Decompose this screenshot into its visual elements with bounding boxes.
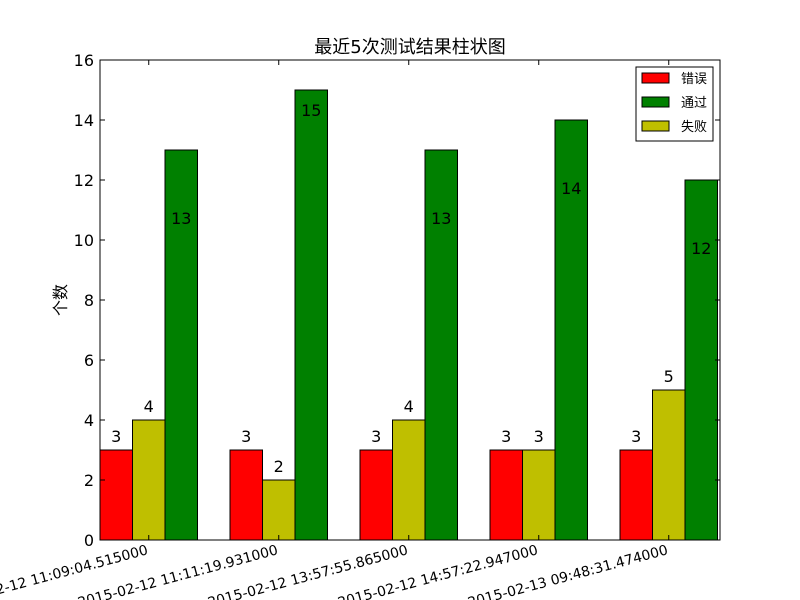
legend-swatch [641,96,670,108]
legend-label: 通过 [681,96,707,111]
bar [489,449,523,541]
bars-layer [99,89,718,541]
data-label: 3 [241,427,251,446]
data-label: 3 [371,427,381,446]
bar [619,449,653,541]
bar [99,449,133,541]
legend-swatch [641,72,670,84]
bar [294,89,328,541]
data-label: 4 [144,397,154,416]
data-label: 3 [534,427,544,446]
y-tick-label: 12 [74,171,94,190]
bar [359,449,393,541]
value-labels-layer: 3 4 13 3 2 15 3 4 13 3 3 14 3 5 12 [111,101,711,476]
data-label: 13 [171,209,191,228]
bar [652,389,686,541]
y-tick-label: 14 [74,111,94,130]
legend-swatch [641,120,670,132]
data-label: 14 [561,179,581,198]
y-tick-label: 2 [84,471,94,490]
y-axis: 0 2 4 6 8 10 12 14 16 [74,51,720,550]
bar [229,449,263,541]
y-axis-label: 个数 [51,284,70,316]
bar [554,119,588,541]
data-label: 15 [301,101,321,120]
data-label: 12 [691,239,711,258]
y-tick-label: 4 [84,411,94,430]
data-label: 3 [631,427,641,446]
data-label: 3 [111,427,121,446]
bar [684,179,718,541]
y-tick-label: 16 [74,51,94,70]
bar [392,419,426,541]
bar [132,419,166,541]
data-label: 2 [274,457,284,476]
bar [424,149,458,541]
data-label: 3 [501,427,511,446]
legend-label: 失败 [681,120,707,135]
y-tick-label: 8 [84,291,94,310]
y-tick-label: 10 [74,231,94,250]
y-tick-label: 0 [84,531,94,550]
bar [164,149,198,541]
chart-title: 最近5次测试结果柱状图 [314,37,505,58]
legend-label: 错误 [681,72,707,87]
data-label: 13 [431,209,451,228]
y-tick-label: 6 [84,351,94,370]
data-label: 5 [664,367,674,386]
bar [262,479,296,541]
bar [522,449,556,541]
data-label: 4 [404,397,414,416]
